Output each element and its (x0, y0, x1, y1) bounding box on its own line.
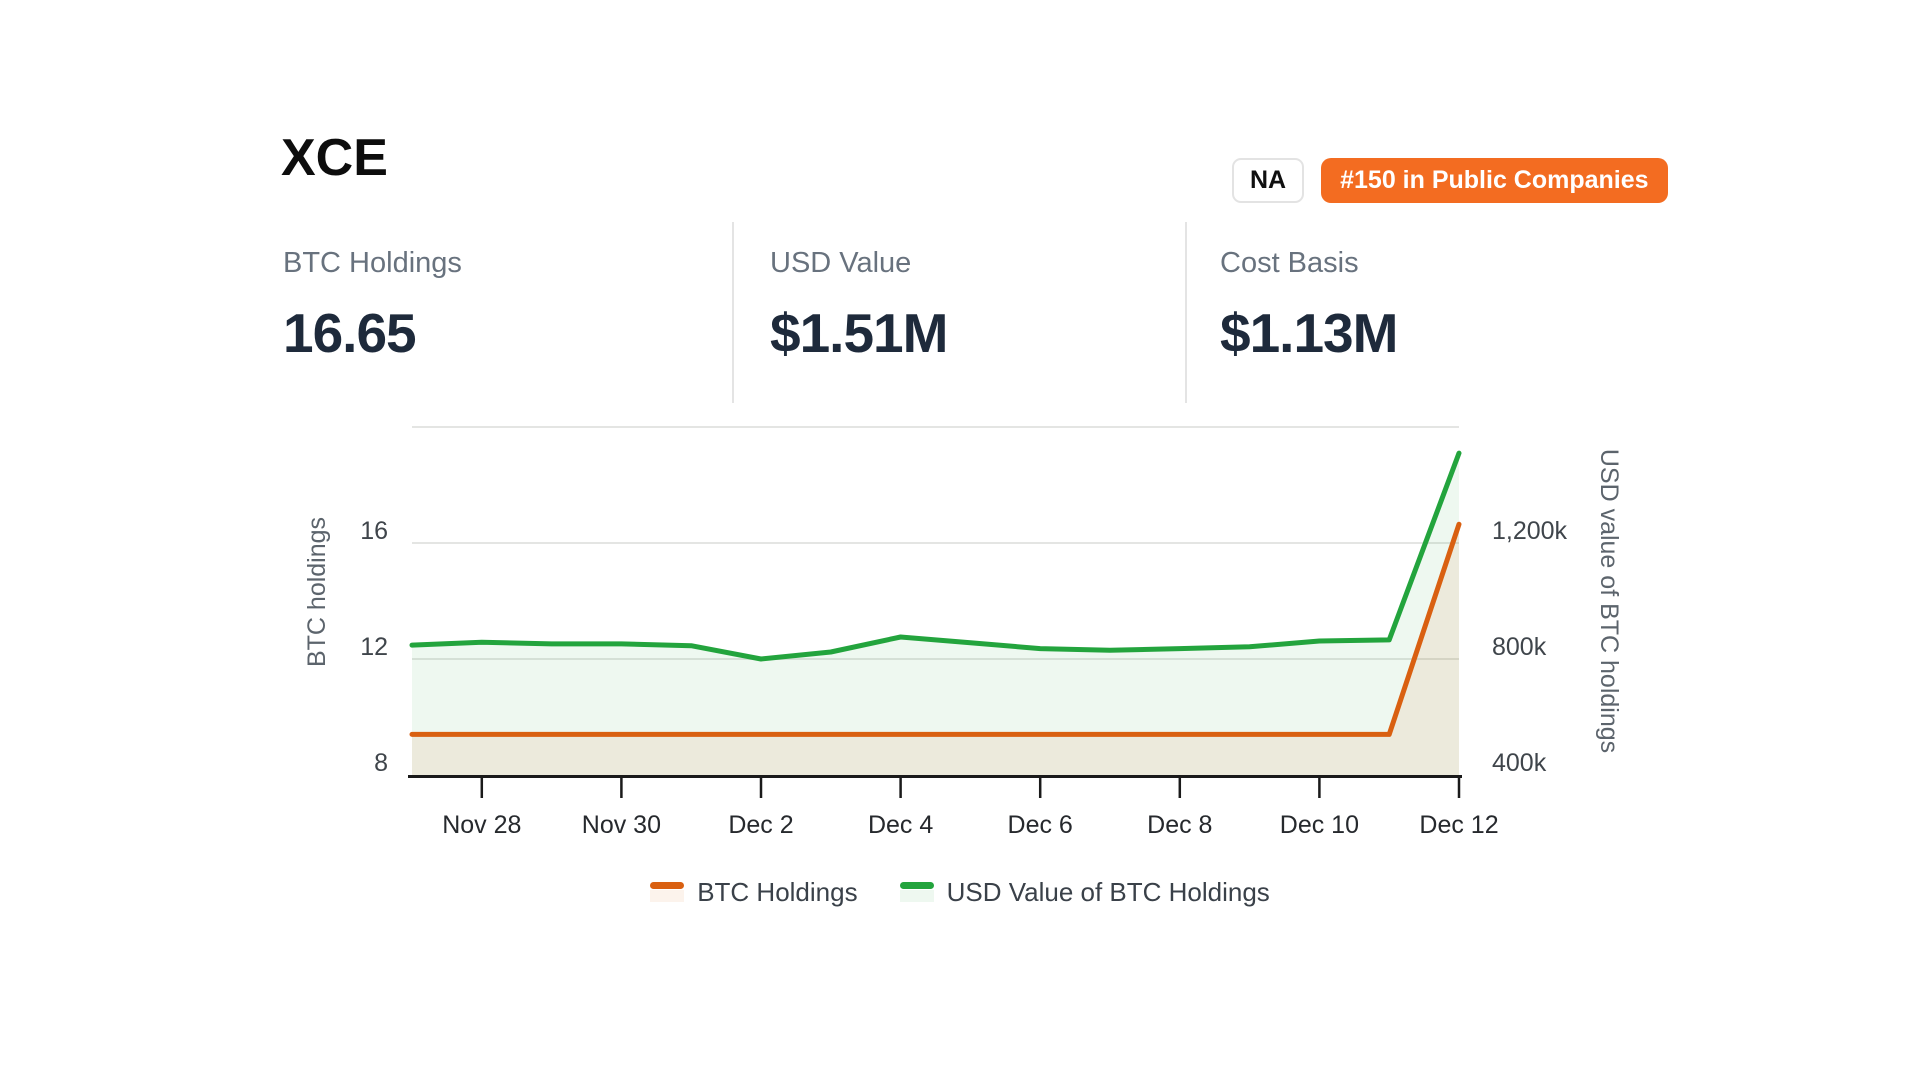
stat-cost-basis: Cost Basis $1.13M (1220, 246, 1398, 364)
legend-label: USD Value of BTC Holdings (946, 877, 1270, 907)
page-title: XCE (281, 129, 388, 187)
y-left-tick-label: 16 (360, 517, 388, 545)
y-right-axis-title: USD value of BTC holdings (1595, 449, 1623, 753)
stat-label: USD Value (770, 247, 912, 279)
x-tick-label: Dec 10 (1280, 811, 1359, 839)
chart-legend: BTC Holdings USD Value of BTC Holdings (0, 879, 1920, 905)
y-right-tick-label: 400k (1492, 749, 1547, 777)
badge-row: NA #150 in Public Companies (1232, 158, 1668, 203)
x-tick-label: Nov 30 (582, 811, 661, 839)
stat-btc-holdings: BTC Holdings 16.65 (283, 246, 462, 363)
stat-value: $1.51M (770, 301, 948, 364)
y-left-axis-title: BTC holdings (303, 517, 331, 667)
x-tick-label: Dec 12 (1419, 811, 1498, 839)
stat-usd-value: USD Value $1.51M (770, 246, 948, 364)
x-tick-label: Nov 28 (442, 811, 521, 839)
x-tick-label: Dec 2 (728, 811, 793, 839)
y-right-tick-label: 1,200k (1492, 517, 1568, 545)
y-right-tick-label: 800k (1492, 633, 1547, 661)
legend-item-usd-value[interactable]: USD Value of BTC Holdings (899, 877, 1270, 907)
stat-divider (1185, 222, 1187, 403)
y-left-tick-label: 8 (374, 749, 388, 777)
y-left-tick-label: 12 (360, 633, 388, 661)
legend-item-btc-holdings[interactable]: BTC Holdings (650, 877, 858, 907)
na-badge: NA (1232, 158, 1305, 203)
x-tick-label: Dec 4 (868, 811, 933, 839)
stat-label: BTC Holdings (283, 247, 462, 279)
usd-line (409, 450, 1462, 662)
btc-legend-swatch-icon (650, 882, 685, 902)
btc-line (409, 521, 1462, 737)
stat-label: Cost Basis (1220, 247, 1359, 279)
legend-label: BTC Holdings (697, 877, 858, 907)
usd-area (412, 453, 1459, 775)
stat-value: 16.65 (283, 301, 417, 364)
stat-divider (732, 222, 734, 403)
stat-value: $1.13M (1220, 301, 1398, 364)
usd-legend-swatch-icon (899, 882, 934, 902)
x-tick-label: Dec 8 (1147, 811, 1212, 839)
x-tick-label: Dec 6 (1008, 811, 1073, 839)
btc-area (412, 524, 1459, 775)
rank-badge[interactable]: #150 in Public Companies (1321, 158, 1668, 203)
